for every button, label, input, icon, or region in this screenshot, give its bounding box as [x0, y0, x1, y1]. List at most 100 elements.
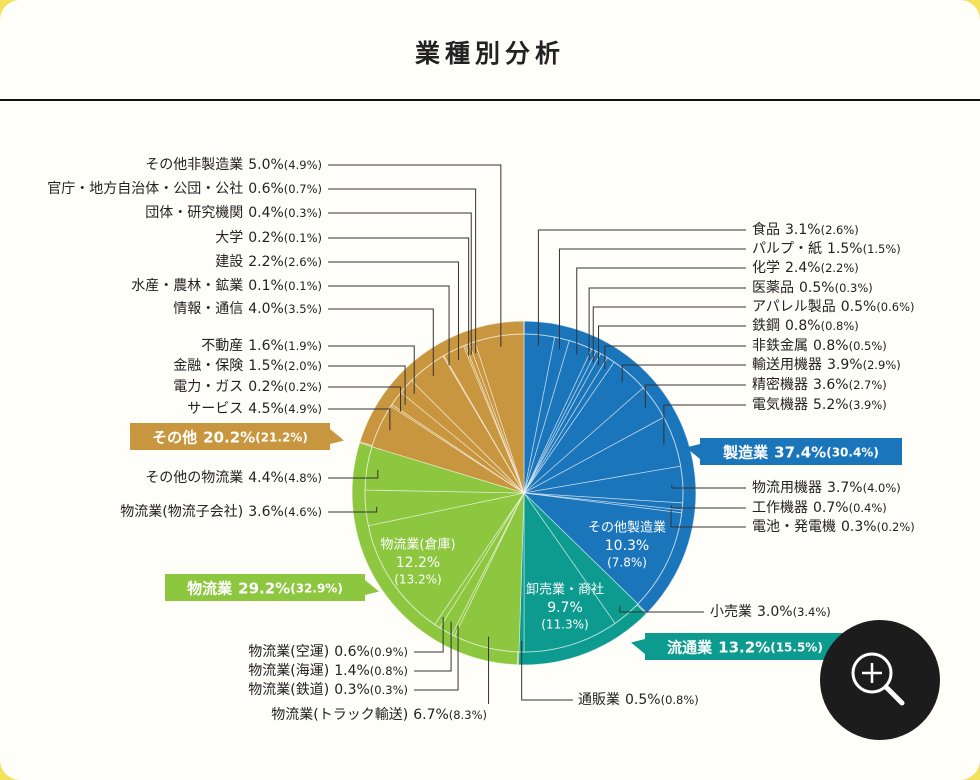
zoom-button[interactable]: [820, 620, 940, 740]
slice-previous: (0.8%): [370, 664, 408, 678]
slice-previous: (0.6%): [876, 300, 914, 314]
group-label: その他 20.2%(21.2%): [152, 428, 308, 446]
leader-line: [328, 386, 402, 412]
slice-value: 0.8%: [813, 338, 849, 354]
group-previous: (30.4%): [826, 445, 879, 459]
slice-value: 0.2%: [248, 230, 284, 246]
slice-label: 物流用機器 3.7%(4.0%): [752, 480, 901, 496]
slice-name: 電池・発電機: [752, 519, 836, 535]
group-badge: [631, 633, 845, 660]
slice-label: サービス 4.5%(4.9%): [187, 401, 322, 417]
leader-line: [619, 605, 704, 613]
slice-value: 0.3%: [841, 519, 877, 535]
slice-label: 団体・研究機関 0.4%(0.3%): [145, 205, 322, 221]
leader-line: [328, 164, 502, 347]
slice-previous: (4.9%): [284, 158, 322, 172]
slice-label: 電力・ガス 0.2%(0.2%): [173, 379, 322, 395]
zoom-handle: [883, 684, 905, 706]
slice-label: 食品 3.1%(2.6%): [752, 221, 859, 238]
slice-label: 情報・通信 4.0%(3.5%): [173, 301, 322, 317]
leader-line: [328, 237, 470, 356]
inner-previous: (11.3%): [541, 618, 588, 632]
group-value: 29.2%: [238, 579, 290, 597]
slice-name: 電気機器: [752, 397, 808, 413]
leader-line: [537, 229, 746, 346]
group-badge: [130, 423, 344, 450]
slice-label: その他の物流業 4.4%(4.8%): [145, 470, 322, 486]
group-label: 製造業 37.4%(30.4%): [722, 443, 879, 461]
slice-label: 鉄鋼 0.8%(0.8%): [752, 318, 859, 334]
slice-previous: (2.7%): [849, 378, 887, 392]
slice-previous: (2.6%): [284, 255, 322, 269]
slice-name: 物流用機器: [752, 480, 822, 496]
slice-value: 5.0%: [248, 157, 284, 173]
slice-value: 4.5%: [248, 401, 284, 417]
slice-value: 3.9%: [827, 357, 863, 373]
slice-value: 1.5%: [827, 241, 863, 257]
slice-name: 不動産: [201, 338, 243, 354]
slice-label: 非鉄金属 0.8%(0.5%): [752, 338, 887, 354]
inner-previous: (13.2%): [394, 573, 441, 587]
slice-label: 医薬品 0.5%(0.3%): [752, 280, 873, 296]
slice-name: 大学: [215, 230, 243, 246]
inner-name: 物流業(倉庫): [380, 537, 455, 553]
slice-value: 1.6%: [248, 338, 284, 354]
slice-previous: (0.4%): [849, 501, 887, 515]
leader-line: [621, 364, 746, 383]
slice-label: 官庁・地方自治体・公団・公社 0.6%(0.7%): [47, 181, 322, 197]
slice-name: 化学: [752, 260, 780, 276]
group-ring: [359, 320, 525, 447]
slice-previous: (2.9%): [863, 358, 901, 372]
slice-value: 0.7%: [813, 500, 849, 516]
slice-previous: (1.9%): [284, 339, 322, 353]
slice-name: 食品: [752, 221, 780, 238]
slice-label: その他非製造業 5.0%(4.9%): [145, 157, 322, 173]
slice-name: 物流業(鉄道): [248, 682, 329, 698]
slice-label: 電気機器 5.2%(3.9%): [752, 397, 887, 413]
leader-line: [328, 308, 434, 377]
group-name: 流通業: [667, 638, 713, 656]
slice-value: 0.6%: [248, 181, 284, 197]
group-value: 13.2%: [718, 638, 770, 656]
zoom-lens: [851, 652, 893, 694]
leader-line: [328, 345, 415, 394]
slice-label: 建設 2.2%(2.6%): [215, 254, 322, 270]
slice-label: パルプ・紙 1.5%(1.5%): [752, 241, 901, 257]
inner-name: 卸売業・商社: [526, 582, 604, 598]
leader-line: [558, 248, 746, 350]
slice-previous: (8.3%): [449, 708, 487, 722]
inner-previous: (7.8%): [607, 556, 647, 570]
slice-previous: (0.3%): [835, 281, 873, 295]
slice-label: 工作機器 0.7%(0.4%): [752, 500, 887, 516]
slice-value: 0.2%: [248, 379, 284, 395]
slice-name: その他の物流業: [145, 470, 243, 486]
slice-previous: (4.9%): [284, 402, 322, 416]
leader-line: [414, 625, 459, 691]
slice-name: パルプ・紙: [752, 241, 822, 257]
zoom-circle[interactable]: [820, 620, 940, 740]
slice-value: 0.6%: [334, 644, 370, 660]
slice-label: 精密機器 3.6%(2.7%): [752, 376, 887, 393]
leader-line: [663, 404, 746, 445]
slice-name: 水産・農林・鉱業: [131, 277, 243, 294]
slice-previous: (0.8%): [821, 319, 859, 333]
slice-name: アパレル製品: [752, 299, 836, 315]
slice-name: 官庁・地方自治体・公団・公社: [47, 181, 243, 197]
slice-previous: (3.9%): [849, 398, 887, 412]
slice-label: 化学 2.4%(2.2%): [752, 260, 859, 276]
slice-name: 小売業: [710, 604, 752, 620]
slice-label: 不動産 1.6%(1.9%): [201, 338, 322, 354]
group-name: 物流業: [187, 579, 233, 597]
leader-line: [671, 485, 746, 489]
slice-name: 物流業(トラック輸送): [271, 707, 408, 723]
slice-previous: (0.1%): [284, 231, 322, 245]
slice-value: 1.4%: [334, 663, 370, 679]
leader-line: [670, 510, 746, 528]
slice-previous: (4.6%): [284, 505, 322, 519]
slice-previous: (0.3%): [284, 206, 322, 220]
slice-previous: (3.4%): [793, 605, 831, 619]
slice-value: 4.0%: [248, 301, 284, 317]
leader-line: [414, 621, 452, 672]
slice-name: 物流業(海運): [248, 663, 329, 679]
